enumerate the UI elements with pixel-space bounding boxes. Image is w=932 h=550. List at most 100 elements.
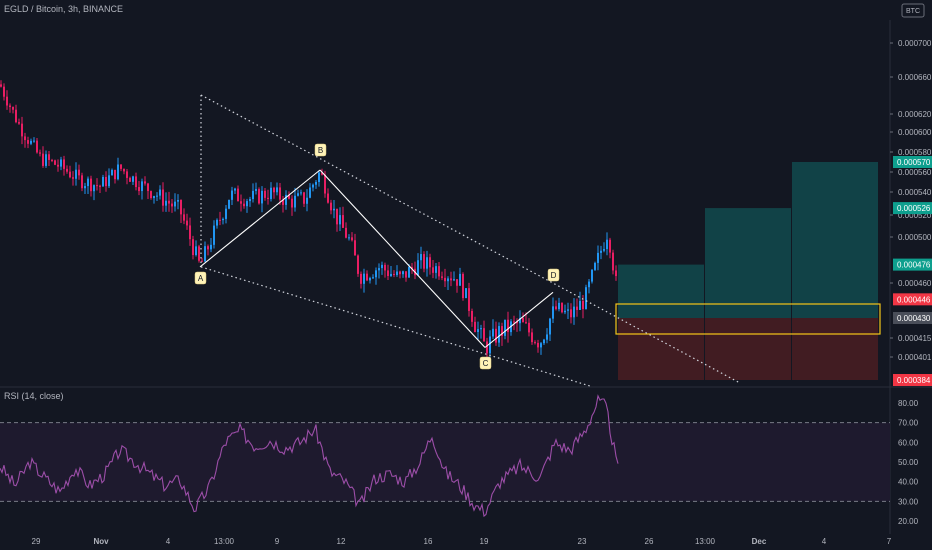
candle-body — [423, 254, 425, 269]
candle-body — [225, 208, 227, 219]
candle-body — [192, 239, 194, 256]
price-tick-label: 0.000500 — [898, 233, 932, 242]
candle-body — [435, 266, 437, 273]
candle-body — [135, 176, 137, 188]
candle-body — [312, 184, 314, 188]
rsi-line[interactable] — [0, 394, 619, 518]
candle-body — [21, 123, 23, 137]
stop-zone-1[interactable] — [618, 318, 704, 380]
candle-body — [612, 252, 614, 271]
pattern-leg[interactable] — [319, 169, 486, 348]
candle-body — [501, 326, 503, 336]
candle-body — [375, 270, 377, 278]
candle-body — [363, 273, 365, 284]
candle-body — [147, 183, 149, 192]
candle-body — [57, 164, 59, 167]
currency-badge[interactable]: BTC — [906, 8, 920, 15]
candle-body — [303, 192, 305, 204]
currency-badge-box[interactable] — [901, 3, 925, 18]
candle-body — [186, 220, 188, 226]
candle-body — [120, 164, 122, 169]
candle-body — [345, 227, 347, 238]
candle-body — [609, 239, 611, 253]
candle-body — [195, 246, 197, 256]
candle-body — [543, 339, 545, 344]
candle-body — [39, 152, 41, 154]
target-zone-2[interactable] — [705, 208, 791, 318]
pattern-leg[interactable] — [484, 291, 554, 348]
rsi-band — [0, 422, 890, 502]
rsi-tick-label: 50.00 — [898, 458, 919, 467]
candle-body — [36, 140, 38, 153]
candle-body — [111, 169, 113, 176]
candle-body — [267, 197, 269, 199]
candle-body — [516, 321, 518, 324]
time-tick-label: 4 — [822, 537, 827, 546]
point-label-bg[interactable] — [547, 268, 560, 282]
candle-body — [597, 252, 599, 263]
candle-body — [15, 109, 17, 123]
candle-body — [102, 176, 104, 187]
candle-body — [129, 177, 131, 182]
point-label: A — [198, 274, 204, 283]
point-label: D — [551, 271, 557, 280]
candle-body — [582, 300, 584, 310]
candle-body — [594, 262, 596, 270]
candle-body — [549, 318, 551, 335]
time-tick-label: 29 — [32, 537, 41, 546]
candle-body — [447, 278, 449, 282]
stop-zone-2[interactable] — [705, 318, 791, 380]
candle-body — [255, 189, 257, 191]
entry-box[interactable] — [615, 303, 881, 335]
candle-body — [6, 96, 8, 106]
candle-body — [198, 246, 200, 261]
point-label-bg[interactable] — [194, 271, 207, 285]
channel-upper-line[interactable] — [200, 94, 741, 384]
candle-body — [78, 169, 80, 176]
candle-body — [66, 168, 68, 172]
candle-body — [84, 186, 86, 189]
pattern-leg[interactable] — [199, 169, 321, 268]
candle-body — [75, 169, 77, 179]
price-tag-label: 0.000476 — [897, 261, 931, 270]
candle-body — [138, 187, 140, 192]
candle-body — [432, 267, 434, 273]
candle-body — [606, 239, 608, 250]
channel-lower-line[interactable] — [200, 266, 591, 387]
candle-body — [441, 276, 443, 278]
candle-body — [531, 332, 533, 343]
candle-body — [108, 175, 110, 187]
candle-body — [141, 181, 143, 192]
candle-body — [321, 172, 323, 175]
time-tick-label: 12 — [337, 537, 346, 546]
candle-body — [69, 171, 71, 178]
candle-body — [270, 187, 272, 199]
candle-body — [231, 190, 233, 200]
candle-body — [309, 187, 311, 198]
time-tick-label: Dec — [752, 537, 767, 546]
price-tag-bg — [893, 156, 932, 168]
point-label-bg[interactable] — [314, 143, 327, 157]
candle-body — [180, 200, 182, 215]
candle-body — [315, 181, 317, 185]
candle-body — [237, 188, 239, 202]
point-label-bg[interactable] — [479, 356, 492, 370]
candle-body — [477, 329, 479, 333]
candle-body — [537, 342, 539, 348]
candle-body — [576, 306, 578, 310]
candle-body — [468, 288, 470, 311]
stop-zone-3[interactable] — [792, 318, 878, 380]
candle-body — [387, 270, 389, 276]
target-zone-3[interactable] — [792, 162, 878, 318]
candle-body — [306, 197, 308, 204]
candle-body — [12, 106, 14, 110]
candle-body — [243, 203, 245, 207]
candle-body — [381, 264, 383, 269]
price-tick-label: 0.000401 — [898, 353, 932, 362]
target-zone-1[interactable] — [618, 264, 704, 318]
rsi-tick-label: 40.00 — [898, 478, 919, 487]
rsi-pane: RSI (14, close) 80.00 70.00 60.00 50.00 40.00… — [0, 391, 919, 526]
candle-body — [252, 190, 254, 200]
candle-body — [615, 270, 617, 277]
